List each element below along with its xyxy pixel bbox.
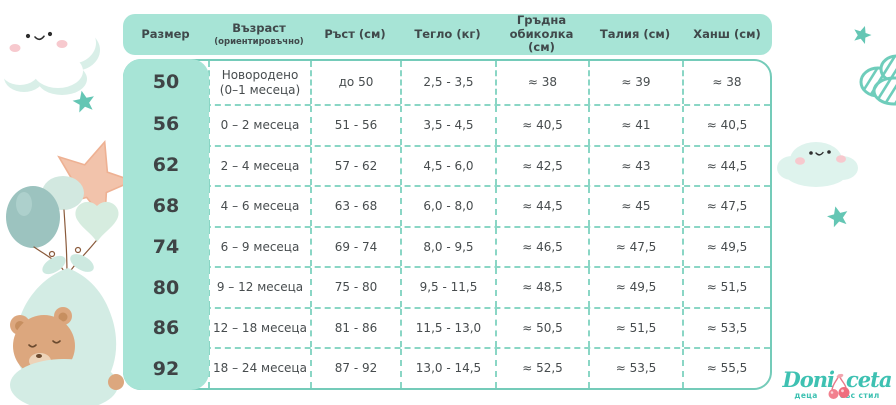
chest-cell: ≈ 40,5 [495, 106, 588, 145]
column-header-hips: Ханш (см) [693, 26, 761, 41]
hips-cell: ≈ 38 [682, 61, 770, 104]
height-cell: 87 - 92 [310, 349, 400, 388]
waist-cell: ≈ 49,5 [588, 268, 682, 307]
table-row: Новородено (0–1 месеца) до 50 2,5 - 3,5 … [125, 61, 770, 104]
size-value: 92 [152, 358, 180, 381]
doniceta-logo: Doni ceta деца със стил [781, 369, 893, 400]
column-header-weight: Тегло (кг) [414, 26, 481, 41]
hips-cell: ≈ 40,5 [682, 106, 770, 145]
waist-cell: ≈ 53,5 [588, 349, 682, 388]
waist-cell: ≈ 39 [588, 61, 682, 104]
height-cell: 63 - 68 [310, 187, 400, 226]
weight-cell: 2,5 - 3,5 [400, 61, 495, 104]
height-cell: до 50 [310, 61, 400, 104]
cherry-icon [828, 373, 850, 399]
weight-cell: 4,5 - 6,0 [400, 146, 495, 185]
logo-tagline: деца със стил [794, 391, 880, 400]
height-cell: 51 - 56 [310, 106, 400, 145]
table-row: 18 – 24 месеца 87 - 92 13,0 - 14,5 ≈ 52,… [125, 347, 770, 388]
cloud-face-icon [0, 22, 100, 95]
age-cell: 9 – 12 месеца [208, 268, 310, 307]
size-value: 74 [152, 235, 180, 258]
hips-cell: ≈ 44,5 [682, 146, 770, 185]
hips-cell: ≈ 51,5 [682, 268, 770, 307]
height-cell: 81 - 86 [310, 308, 400, 347]
table-row: 4 – 6 месеца 63 - 68 6,0 - 8,0 ≈ 44,5 ≈ … [125, 185, 770, 226]
chest-cell: ≈ 42,5 [495, 146, 588, 185]
chest-cell: ≈ 50,5 [495, 308, 588, 347]
size-column: 50 56 62 68 74 80 86 92 [123, 59, 209, 390]
cloud-face-small-icon [777, 142, 858, 187]
size-value: 86 [152, 317, 180, 340]
table-row: 6 – 9 месеца 69 - 74 8,0 - 9,5 ≈ 46,5 ≈ … [125, 225, 770, 266]
column-header-chest: Гръдна обиколка (см) [509, 13, 574, 55]
weight-cell: 6,0 - 8,0 [400, 187, 495, 226]
size-value: 56 [152, 113, 180, 136]
table-row: 0 – 2 месеца 51 - 56 3,5 - 4,5 ≈ 40,5 ≈ … [125, 104, 770, 145]
table-header-row: Размер Възраст (ориентировъчно) Ръст (см)… [123, 13, 772, 55]
hips-cell: ≈ 53,5 [682, 308, 770, 347]
waist-cell: ≈ 43 [588, 146, 682, 185]
column-header-size: Размер [141, 26, 190, 41]
table-body: Новородено (0–1 месеца) до 50 2,5 - 3,5 … [123, 59, 772, 390]
teddy-bear-balloons-icon [6, 130, 130, 405]
height-cell: 57 - 62 [310, 146, 400, 185]
hips-cell: ≈ 47,5 [682, 187, 770, 226]
table-row: 2 – 4 месеца 57 - 62 4,5 - 6,0 ≈ 42,5 ≈ … [125, 144, 770, 185]
hips-cell: ≈ 49,5 [682, 227, 770, 266]
chest-cell: ≈ 38 [495, 61, 588, 104]
age-cell: 18 – 24 месеца [208, 349, 310, 388]
chest-cell: ≈ 44,5 [495, 187, 588, 226]
chest-cell: ≈ 48,5 [495, 268, 588, 307]
column-header-height: Ръст (см) [324, 26, 386, 41]
weight-cell: 11,5 - 13,0 [400, 308, 495, 347]
size-value: 50 [152, 70, 180, 93]
waist-cell: ≈ 41 [588, 106, 682, 145]
weight-cell: 13,0 - 14,5 [400, 349, 495, 388]
age-cell: 0 – 2 месеца [208, 106, 310, 145]
left-illustration [0, 22, 130, 405]
age-cell: 6 – 9 месеца [208, 227, 310, 266]
age-cell: 4 – 6 месеца [208, 187, 310, 226]
column-header-waist: Талия (см) [599, 26, 671, 41]
height-cell: 75 - 80 [310, 268, 400, 307]
waist-cell: ≈ 45 [588, 187, 682, 226]
weight-cell: 8,0 - 9,5 [400, 227, 495, 266]
age-cell: Новородено (0–1 месеца) [208, 61, 310, 104]
star-icon [825, 203, 851, 229]
size-value: 80 [152, 276, 180, 299]
size-value: 62 [152, 154, 180, 177]
table-row: 12 – 18 месеца 81 - 86 11,5 - 13,0 ≈ 50,… [125, 306, 770, 347]
weight-cell: 3,5 - 4,5 [400, 106, 495, 145]
hips-cell: ≈ 55,5 [682, 349, 770, 388]
column-header-age: Възраст (ориентировъчно) [214, 21, 304, 47]
age-cell: 2 – 4 месеца [208, 146, 310, 185]
waist-cell: ≈ 47,5 [588, 227, 682, 266]
star-icon [851, 23, 874, 46]
weight-cell: 9,5 - 11,5 [400, 268, 495, 307]
chest-cell: ≈ 46,5 [495, 227, 588, 266]
size-chart-table: Размер Възраст (ориентировъчно) Ръст (см)… [123, 13, 772, 390]
height-cell: 69 - 74 [310, 227, 400, 266]
right-illustration [777, 23, 896, 229]
age-cell: 12 – 18 месеца [208, 308, 310, 347]
size-value: 68 [152, 194, 180, 217]
waist-cell: ≈ 51,5 [588, 308, 682, 347]
logo-wordmark: Doni ceta [781, 369, 893, 399]
striped-cloud-icon [859, 54, 896, 106]
chest-cell: ≈ 52,5 [495, 349, 588, 388]
table-row: 9 – 12 месеца 75 - 80 9,5 - 11,5 ≈ 48,5 … [125, 266, 770, 307]
